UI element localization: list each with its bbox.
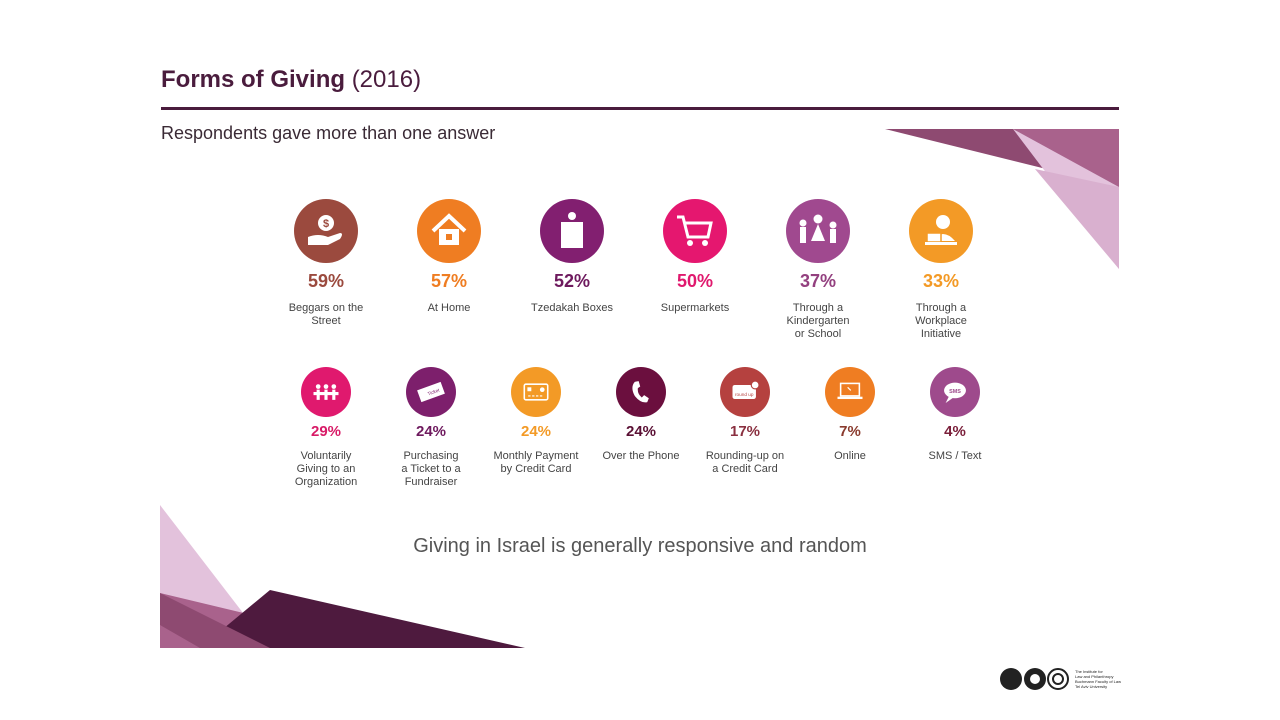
title-divider [161, 107, 1119, 110]
label-line: Through a [792, 302, 844, 314]
giving-form-item: SMS 4% SMS / Text [895, 367, 1015, 463]
label-line: Street [311, 315, 341, 327]
giving-form-item: 24% Over the Phone [581, 367, 701, 463]
svg-text:SMS: SMS [949, 389, 961, 395]
logo-text: The Institute for Law and Philanthropy Buc… [1075, 669, 1135, 689]
form-label: Online [790, 450, 910, 463]
label-line: Fundraiser [404, 476, 458, 488]
logo-text-line: The Institute for [1075, 669, 1103, 674]
percentage: 24% [625, 423, 657, 440]
house-icon [417, 199, 481, 263]
subtitle: Respondents gave more than one answer [161, 123, 496, 143]
label-line: a Credit Card [712, 463, 778, 475]
decor-triangles-bottom-left [160, 505, 525, 648]
giving-form-item: 57% At Home [389, 199, 509, 315]
label-line: Voluntarily [300, 450, 352, 462]
giving-form-item: round up 17% Rounding-up on a Credit Card [685, 367, 805, 476]
form-label: Tzedakah Boxes [512, 302, 632, 315]
label-line: Initiative [920, 328, 962, 340]
title-year: (2016) [351, 66, 422, 93]
label-line: Monthly Payment [493, 450, 579, 462]
label-line: Supermarkets [660, 302, 730, 314]
label-line: Online [834, 450, 866, 462]
family-icon [786, 199, 850, 263]
laptop-icon [825, 367, 875, 417]
label-line: Giving to an [296, 463, 356, 475]
decor-triangles-top-right [885, 129, 1119, 269]
svg-text:$: $ [323, 218, 329, 230]
page-title: Forms of Giving (2016) [161, 66, 421, 94]
percentage: 57% [430, 271, 468, 291]
phone-icon [616, 367, 666, 417]
logo-text-line: Law and Philanthropy [1075, 674, 1114, 679]
giving-form-item: 52% Tzedakah Boxes [512, 199, 632, 315]
percentage: 4% [944, 423, 966, 440]
form-label: Beggars on the Street [266, 302, 386, 328]
logo-text-line: Tel Aviv University [1075, 684, 1108, 689]
credit-card-icon [511, 367, 561, 417]
label-line: by Credit Card [500, 463, 572, 475]
institute-logo: The Institute for Law and Philanthropy Buc… [1000, 667, 1135, 691]
label-line: a Ticket to a [401, 463, 461, 475]
form-label: Through a Workplace Initiative [881, 302, 1001, 341]
hand-dollar-icon: $ [294, 199, 358, 263]
label-line: Rounding-up on [705, 450, 785, 462]
label-line: Organization [294, 476, 358, 488]
label-line: Through a [915, 302, 967, 314]
svg-text:round up: round up [735, 392, 754, 397]
label-line: Tzedakah Boxes [531, 302, 613, 314]
svg-text:Ticket: Ticket [427, 387, 441, 396]
percentage: 24% [520, 423, 552, 440]
round-up-card-icon: round up [720, 367, 770, 417]
giving-form-item: $ 59% Beggars on the Street [266, 199, 386, 328]
percentage: 37% [799, 271, 837, 291]
form-label: Rounding-up on a Credit Card [685, 450, 805, 476]
label-line: Kindergarten [786, 315, 850, 327]
label-line: Over the Phone [602, 450, 680, 462]
percentage: 50% [676, 271, 714, 291]
worker-desk-icon [909, 199, 973, 263]
percentage: 59% [307, 271, 345, 291]
form-label: Voluntarily Giving to an Organization [266, 450, 386, 489]
percentage: 7% [839, 423, 861, 440]
ticket-icon: Ticket [406, 367, 456, 417]
form-label: Through a Kindergarten or School [758, 302, 878, 341]
giving-form-item: 50% Supermarkets [635, 199, 755, 315]
giving-form-item: 29% Voluntarily Giving to an Organization [266, 367, 386, 489]
giving-form-item: 33% Through a Workplace Initiative [881, 199, 1001, 341]
form-label: Monthly Payment by Credit Card [476, 450, 596, 476]
form-label: SMS / Text [895, 450, 1015, 463]
form-label: Supermarkets [635, 302, 755, 315]
logo-text-line: Buchmann Faculty of Law [1075, 679, 1122, 684]
label-line: or School [794, 328, 842, 340]
percentage: 24% [415, 423, 447, 440]
label-line: Beggars on the [288, 302, 364, 314]
label-line: SMS / Text [928, 450, 982, 462]
sms-bubble-icon: SMS [930, 367, 980, 417]
percentage: 29% [310, 423, 342, 440]
shopping-cart-icon [663, 199, 727, 263]
giving-form-item: 37% Through a Kindergarten or School [758, 199, 878, 341]
giving-form-item: 24% Monthly Payment by Credit Card [476, 367, 596, 476]
footer-statement: Giving in Israel is generally responsive… [413, 535, 867, 557]
form-label: Over the Phone [581, 450, 701, 463]
title-bold: Forms of Giving [161, 66, 346, 93]
giving-form-item: 7% Online [790, 367, 910, 463]
label-line: Workplace [915, 315, 967, 327]
percentage: 52% [553, 271, 591, 291]
form-label: Purchasing a Ticket to a Fundraiser [371, 450, 491, 489]
people-chain-icon [301, 367, 351, 417]
charity-box-icon [540, 199, 604, 263]
percentage: 33% [922, 271, 960, 291]
label-line: Purchasing [403, 450, 459, 462]
percentage: 17% [729, 423, 761, 440]
giving-form-item: Ticket 24% Purchasing a Ticket to a Fundra… [371, 367, 491, 489]
label-line: At Home [427, 302, 471, 314]
form-label: At Home [389, 302, 509, 315]
logo-emblems-icon [1000, 668, 1069, 690]
